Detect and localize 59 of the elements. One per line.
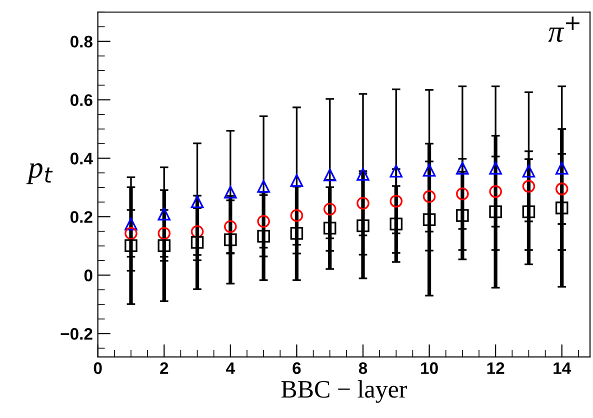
point	[224, 233, 237, 246]
point	[422, 164, 436, 177]
point	[257, 230, 270, 243]
point	[422, 213, 436, 226]
x-tick-label: 10	[421, 362, 438, 374]
point	[158, 239, 171, 252]
x-tick-label: 12	[487, 362, 504, 374]
y-tick-label: 0.6	[70, 94, 92, 106]
x-tick-label: 8	[358, 362, 368, 374]
point	[555, 162, 568, 175]
point	[190, 225, 204, 238]
point	[257, 214, 270, 228]
point	[356, 168, 370, 181]
y-tick-label: 0.8	[70, 36, 92, 48]
x-tick-label: 0	[94, 362, 102, 374]
point	[356, 219, 370, 232]
point	[158, 208, 171, 220]
point	[257, 180, 270, 193]
y-axis-title: p$_{t}$	[26, 163, 53, 184]
y-tick-label: 0	[84, 270, 92, 282]
point	[158, 226, 171, 240]
point	[456, 162, 469, 175]
point	[190, 195, 204, 208]
point	[456, 188, 469, 200]
point	[190, 236, 204, 249]
point	[522, 205, 536, 218]
point	[555, 182, 568, 196]
y-tick-label: 0.2	[70, 211, 92, 223]
y-tick-label: −0.2	[60, 328, 92, 340]
x-tick-label: 14	[554, 362, 572, 374]
point	[489, 162, 502, 175]
point	[224, 186, 237, 199]
point	[323, 222, 336, 234]
point	[290, 174, 304, 187]
point	[323, 202, 336, 216]
y-tick-label: 0.4	[70, 152, 93, 164]
point	[422, 190, 436, 203]
point	[522, 164, 536, 178]
point	[456, 209, 469, 222]
point	[124, 218, 138, 230]
point	[489, 205, 502, 218]
point	[390, 218, 403, 230]
point	[124, 239, 138, 252]
point	[390, 164, 403, 178]
point	[356, 196, 370, 210]
point	[124, 226, 138, 240]
point	[290, 226, 304, 240]
point	[390, 194, 403, 208]
x-tick-label: 2	[160, 362, 168, 374]
x-tick-label: 6	[292, 362, 301, 374]
x-axis-title: BBC − layer	[281, 380, 408, 403]
point	[323, 168, 336, 182]
point	[224, 220, 237, 234]
point	[290, 209, 304, 222]
point	[489, 185, 502, 198]
point	[555, 202, 568, 214]
x-tick-label: 4	[226, 362, 235, 374]
annotation: π$^{+}$	[548, 16, 580, 42]
point	[522, 180, 536, 193]
